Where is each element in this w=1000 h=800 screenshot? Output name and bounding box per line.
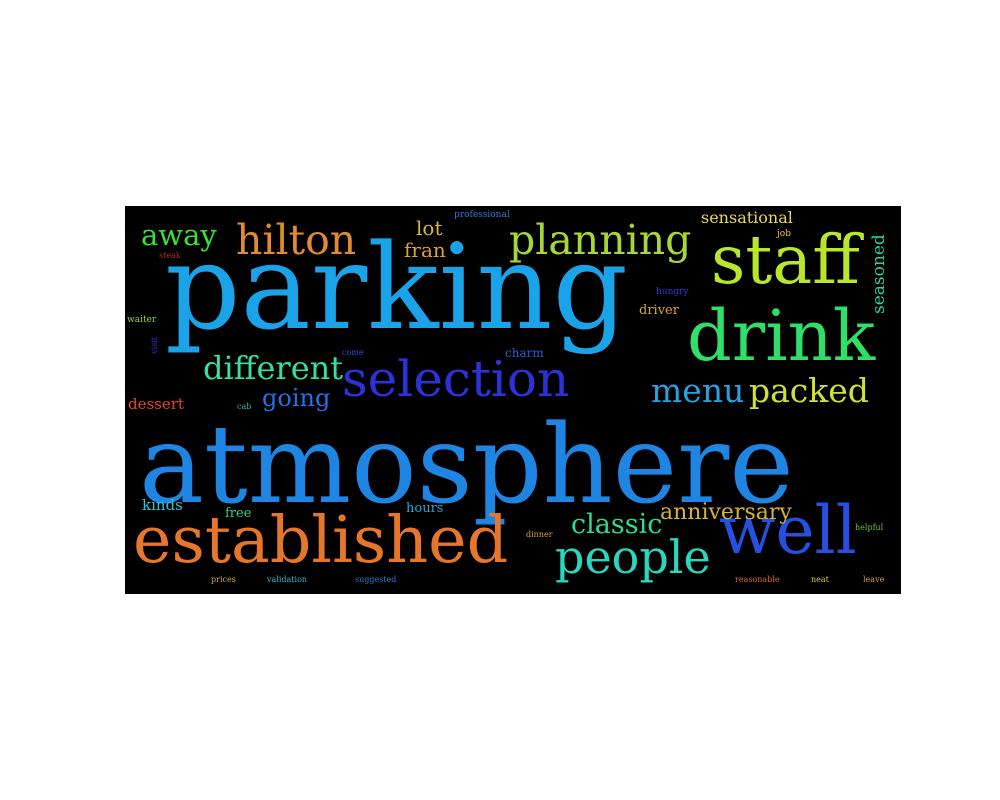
word-visit: visit <box>150 337 159 354</box>
word-packed: packed <box>749 371 869 410</box>
word-cloud: atmosphere parking established well sele… <box>125 206 901 594</box>
word-fran: fran <box>404 238 446 262</box>
word-kinds: kinds <box>142 496 183 514</box>
word-come: come <box>342 348 364 357</box>
word-sensational: sensational <box>701 208 793 227</box>
word-prices: prices <box>211 575 236 584</box>
word-driver: driver <box>639 303 679 318</box>
word-different: different <box>203 349 344 387</box>
word-away: away <box>141 218 217 252</box>
word-drink: drink <box>687 295 876 377</box>
word-suggested: suggested <box>355 575 397 584</box>
word-job: job <box>777 229 791 239</box>
word-helpful: helpful <box>855 523 884 532</box>
word-menu: menu <box>651 371 745 410</box>
word-leave: leave <box>863 575 885 584</box>
word-charm: charm <box>505 346 544 360</box>
word-parking: parking <box>165 218 629 356</box>
word-hungry: hungry <box>656 287 689 297</box>
word-selection: selection <box>342 350 570 408</box>
word-neat: neat <box>811 575 829 584</box>
word-anniversary: anniversary <box>660 500 792 525</box>
word-reasonable: reasonable <box>735 575 780 584</box>
word-waiter: waiter <box>127 315 157 325</box>
word-dessert: dessert <box>128 395 184 413</box>
word-dinner: dinner <box>526 530 553 539</box>
word-professional: professional <box>454 210 510 220</box>
word-hilton: hilton <box>236 216 357 264</box>
word-classic: classic <box>571 509 663 540</box>
word-steak: steak <box>159 251 181 260</box>
word-validation: validation <box>267 575 308 584</box>
word-atmosphere: atmosphere <box>139 401 794 528</box>
word-established: established <box>133 503 509 578</box>
word-free: free <box>225 506 252 521</box>
word-hours: hours <box>406 501 444 516</box>
word-seasoned: seasoned <box>869 234 889 314</box>
word-lot: lot <box>416 216 443 240</box>
word-cab: cab <box>237 402 252 411</box>
word-people: people <box>555 530 711 584</box>
word-staff: staff <box>711 221 860 299</box>
word-well: well <box>719 492 857 569</box>
word-going: going <box>262 384 331 412</box>
word-planning: planning <box>509 216 692 264</box>
